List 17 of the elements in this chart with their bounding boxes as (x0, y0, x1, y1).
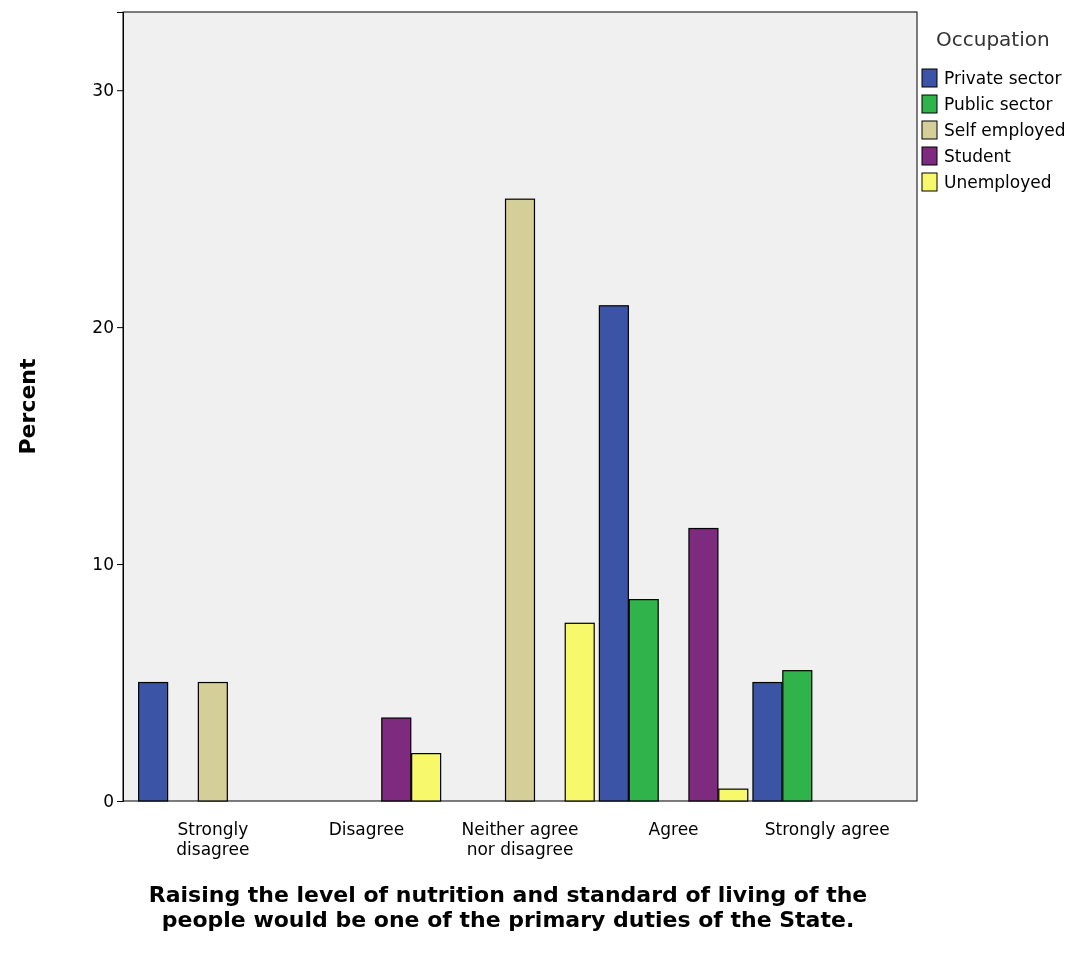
y-tick-label: 10 (92, 554, 114, 574)
x-tick-label: Neither agree nor disagree (461, 819, 579, 859)
y-tick-label: 20 (92, 317, 114, 338)
legend-label: Self employed (944, 120, 1066, 140)
legend-label: Unemployed (944, 172, 1052, 192)
legend-label: Public sector (944, 94, 1053, 114)
x-tick-label: Disagree (328, 819, 405, 839)
y-tick-label: 0 (103, 790, 114, 811)
y-axis-title: Percent (15, 358, 40, 455)
x-axis-title: Raising the level of nutrition and standard of living of the people would be one of the primary duties of the State. (148, 882, 868, 933)
legend-label: Student (944, 146, 1012, 166)
x-tick-label: Agree (648, 819, 699, 839)
y-tick-label: 30 (92, 80, 114, 101)
x-tick-label: Strongly disagree (176, 819, 250, 859)
legend-label: Private sector (944, 68, 1062, 88)
legend-title: Occupation (936, 27, 1050, 51)
x-tick-label: Strongly agree (764, 819, 890, 839)
